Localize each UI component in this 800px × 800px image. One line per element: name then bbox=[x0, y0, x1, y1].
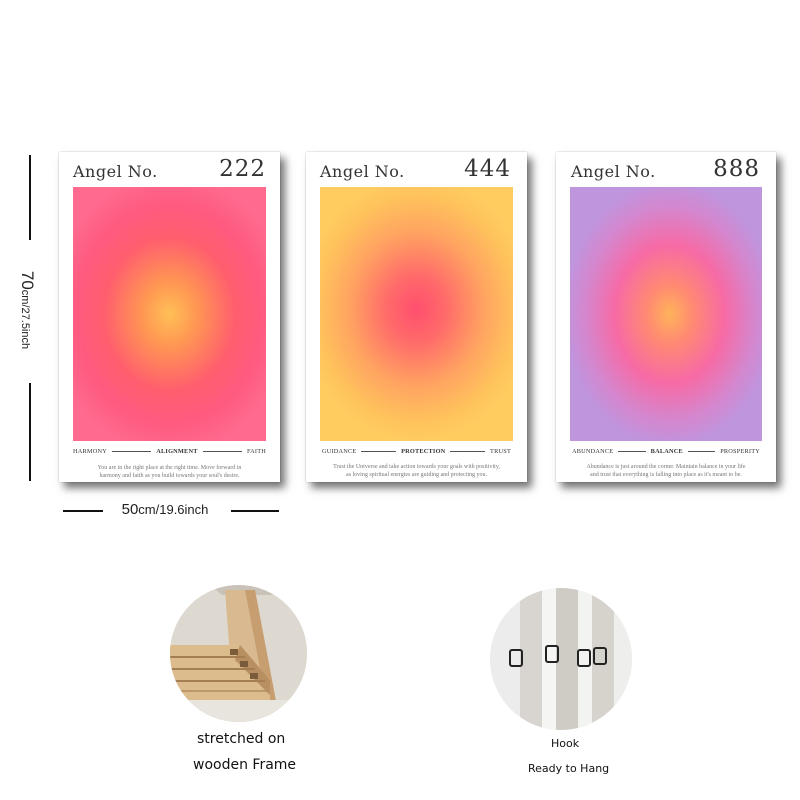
divider bbox=[687, 451, 716, 452]
height-unit: cm/27.5inch bbox=[19, 289, 31, 350]
caption-line: You are in the right place at the right … bbox=[97, 465, 242, 471]
width-value: 50 bbox=[121, 501, 139, 518]
aura-gradient-artwork bbox=[320, 187, 513, 441]
divider bbox=[111, 451, 152, 452]
caption-line: Abundance is just around the corner. Mai… bbox=[586, 464, 746, 470]
divider bbox=[618, 451, 646, 452]
keyword-left: HARMONY bbox=[73, 448, 107, 455]
caption-line: harmony and faith as you build towards y… bbox=[99, 473, 240, 479]
wooden-frame-illustration bbox=[170, 585, 307, 722]
height-dimension-line-bottom bbox=[29, 383, 31, 481]
width-dimension-line-right bbox=[231, 510, 279, 512]
caption-line: as loving spiritual energies are guiding… bbox=[345, 472, 488, 478]
wooden-frame-photo bbox=[170, 585, 307, 722]
canvas-print-888: Angel No. 888 ABUNDANCE BALANCE PROSPERI… bbox=[556, 152, 776, 482]
keyword-right: TRUST bbox=[490, 448, 511, 455]
width-unit: cm/19.6inch bbox=[138, 502, 209, 517]
hook-photo bbox=[490, 588, 632, 730]
print-number: 222 bbox=[219, 156, 266, 182]
height-value: 70 bbox=[18, 270, 37, 290]
height-dimension-label: 70cm/27.5inch bbox=[17, 271, 37, 349]
hook-label-line1: Hook bbox=[551, 737, 580, 750]
keyword-center: PROTECTION bbox=[401, 448, 446, 455]
print-title: Angel No. bbox=[320, 162, 405, 181]
print-number: 888 bbox=[713, 156, 760, 182]
print-keywords: GUIDANCE PROTECTION TRUST bbox=[322, 448, 511, 455]
aura-gradient-artwork bbox=[570, 187, 762, 441]
print-keywords: ABUNDANCE BALANCE PROSPERITY bbox=[572, 448, 760, 455]
divider bbox=[202, 451, 242, 452]
print-title: Angel No. bbox=[571, 162, 656, 181]
keyword-left: ABUNDANCE bbox=[572, 448, 614, 455]
width-dimension-line-left bbox=[63, 510, 103, 512]
divider bbox=[361, 451, 397, 452]
canvas-print-444: Angel No. 444 GUIDANCE PROTECTION TRUST … bbox=[306, 152, 527, 482]
aura-gradient-artwork bbox=[73, 187, 266, 441]
keyword-right: FAITH bbox=[246, 448, 267, 455]
caption-line: Trust the Universe and take action towar… bbox=[333, 464, 500, 470]
hook-illustration bbox=[490, 588, 632, 730]
caption-line: and trust that everything is falling int… bbox=[590, 472, 742, 478]
divider bbox=[450, 451, 486, 452]
keyword-center: ALIGNMENT bbox=[156, 448, 198, 455]
print-caption: Trust the Universe and take action towar… bbox=[312, 463, 521, 479]
print-keywords: HARMONY ALIGNMENT FAITH bbox=[73, 448, 266, 455]
print-caption: You are in the right place at the right … bbox=[67, 464, 272, 480]
print-number: 444 bbox=[464, 156, 511, 182]
print-caption: Abundance is just around the corner. Mai… bbox=[564, 463, 768, 479]
frame-label-line1: stretched on bbox=[197, 731, 286, 747]
keyword-right: PROSPERITY bbox=[720, 448, 760, 455]
frame-label-line2: wooden Frame bbox=[193, 757, 297, 773]
keyword-center: BALANCE bbox=[650, 448, 683, 455]
canvas-print-222: Angel No. 222 HARMONY ALIGNMENT FAITH Yo… bbox=[59, 152, 280, 482]
height-dimension-line-top bbox=[29, 155, 31, 240]
hook-label-line2: Ready to Hang bbox=[528, 762, 610, 775]
keyword-left: GUIDANCE bbox=[322, 448, 357, 455]
width-dimension-label: 50cm/19.6inch bbox=[100, 501, 230, 518]
print-title: Angel No. bbox=[73, 162, 158, 181]
